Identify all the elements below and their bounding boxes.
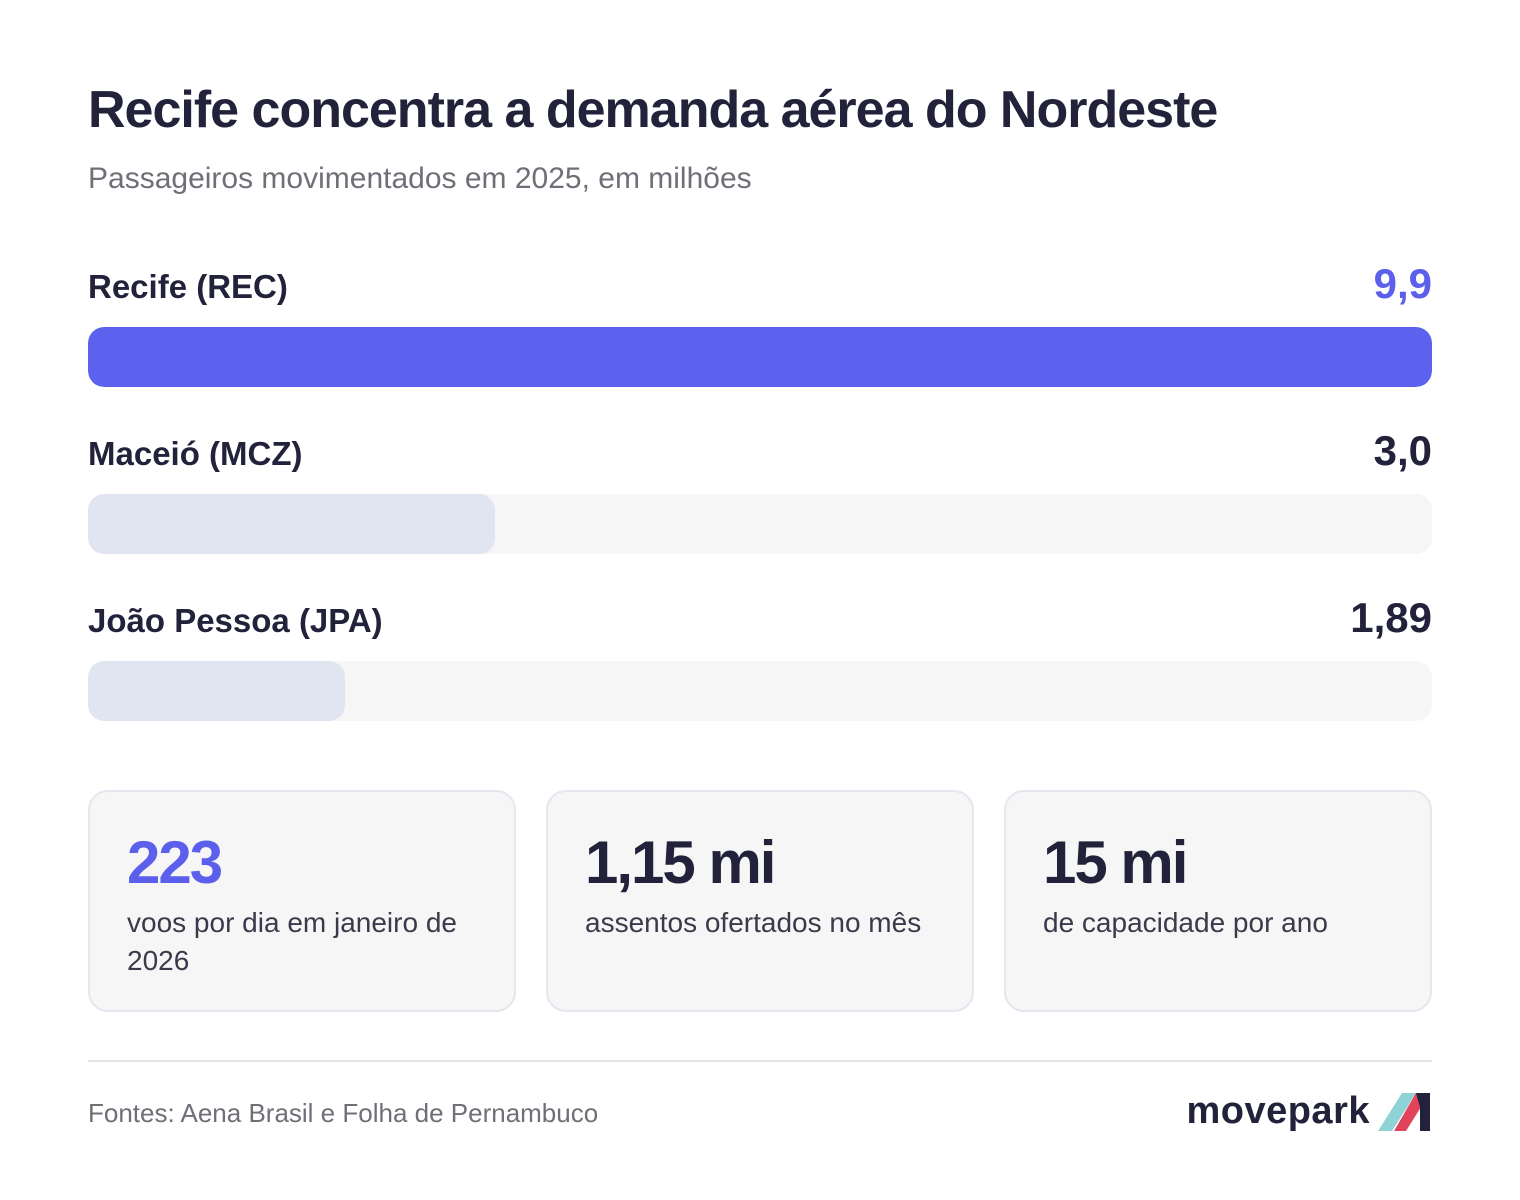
stat-card-seats: 1,15 mi assentos ofertados no mês — [546, 790, 974, 1012]
source-note: Fontes: Aena Brasil e Folha de Pernambuc… — [88, 1098, 599, 1128]
stat-value-seats: 1,15 mi — [585, 829, 776, 896]
bar-row-joao-pessoa: João Pessoa (JPA) 1,89 — [88, 592, 1432, 759]
stats-cards: 223 voos por dia em janeiro de 2026 1,15… — [88, 790, 1432, 1012]
bar-row-recife: Recife (REC) 9,9 — [88, 258, 1432, 425]
stat-card-capacity: 15 mi de capacidade por ano — [1004, 790, 1432, 1012]
brand-name: movepark — [1186, 1089, 1370, 1132]
bar-joao-pessoa — [88, 661, 345, 721]
bar-maceio — [88, 494, 495, 554]
bar-track-maceio — [88, 494, 1432, 554]
bar-recife — [88, 327, 1432, 387]
stat-text-flights: voos por dia em janeiro de 2026 — [127, 907, 457, 976]
stat-text-capacity: de capacidade por ano — [1043, 907, 1328, 938]
bar-chart: Recife (REC) 9,9 Maceió (MCZ) 3,0 João P… — [88, 258, 1432, 759]
stat-value-flights: 223 — [127, 829, 223, 896]
bar-track-joao-pessoa — [88, 661, 1432, 721]
bar-value-label-maceio: 3,0 — [1373, 427, 1432, 474]
stat-card-flights: 223 voos por dia em janeiro de 2026 — [88, 790, 516, 1012]
bar-label-maceio: Maceió (MCZ) — [88, 435, 303, 472]
bar-value-label-joao-pessoa: 1,89 — [1350, 594, 1432, 641]
bar-label-recife: Recife (REC) — [88, 268, 288, 305]
footer-divider — [88, 1060, 1432, 1062]
chart-title: Recife concentra a demanda aérea do Nord… — [88, 81, 1218, 139]
brand-logo: movepark — [1186, 1088, 1432, 1134]
bar-value-label-recife: 9,9 — [1373, 260, 1432, 307]
movepark-logo-icon — [1378, 1093, 1430, 1131]
bar-track-recife — [88, 327, 1432, 387]
bar-row-maceio: Maceió (MCZ) 3,0 — [88, 425, 1432, 592]
bar-label-joao-pessoa: João Pessoa (JPA) — [88, 602, 383, 639]
chart-subtitle: Passageiros movimentados em 2025, em mil… — [88, 162, 752, 195]
stat-text-seats: assentos ofertados no mês — [585, 907, 922, 938]
stat-value-capacity: 15 mi — [1043, 829, 1188, 896]
